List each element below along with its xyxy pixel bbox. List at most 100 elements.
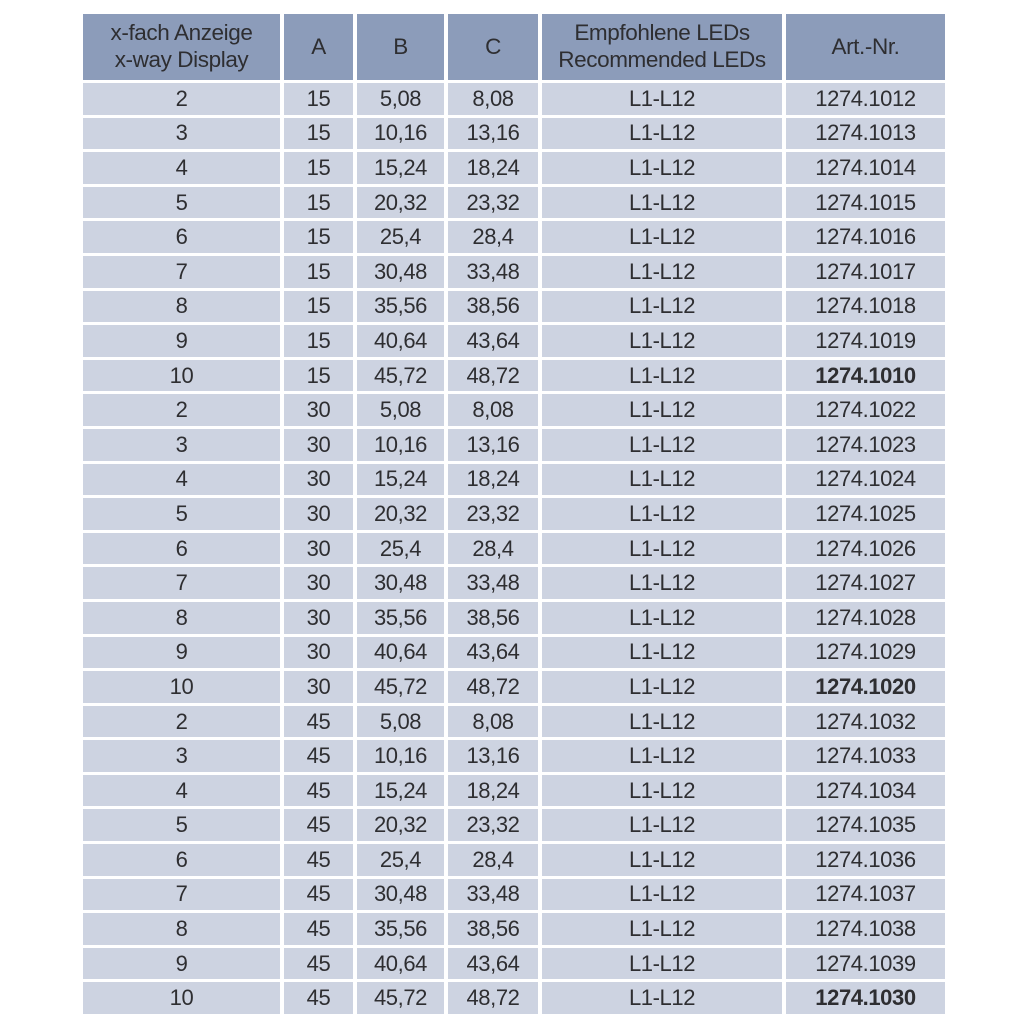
cell-c: 13,16 (448, 428, 538, 461)
cell-b: 20,32 (357, 498, 444, 530)
cell-leds: L1-L12 (542, 636, 782, 669)
cell-a: 30 (284, 498, 353, 530)
cell-b: 15,24 (357, 152, 444, 184)
cell-leds: L1-L12 (542, 221, 782, 253)
cell-art-nr: 1274.1033 (786, 740, 945, 772)
cell-a: 15 (284, 83, 353, 115)
cell-c: 18,24 (448, 463, 538, 496)
cell-leds: L1-L12 (542, 774, 782, 807)
cell-c: 23,32 (448, 809, 538, 842)
header-c-label: C (485, 33, 501, 59)
cell-leds: L1-L12 (542, 671, 782, 703)
cell-b: 30,48 (357, 878, 444, 911)
cell-c: 13,16 (448, 117, 538, 150)
cell-c: 48,72 (448, 982, 538, 1015)
cell-b: 25,4 (357, 221, 444, 253)
cell-b: 10,16 (357, 117, 444, 150)
cell-b: 10,16 (357, 428, 444, 461)
cell-leds: L1-L12 (542, 809, 782, 842)
cell-x-way: 4 (83, 774, 280, 807)
cell-leds: L1-L12 (542, 601, 782, 634)
cell-a: 45 (284, 844, 353, 876)
cell-c: 33,48 (448, 255, 538, 288)
cell-c: 48,72 (448, 671, 538, 703)
cell-x-way: 10 (83, 671, 280, 703)
cell-leds: L1-L12 (542, 947, 782, 980)
cell-a: 30 (284, 636, 353, 669)
cell-a: 15 (284, 359, 353, 392)
cell-x-way: 2 (83, 83, 280, 115)
cell-a: 45 (284, 982, 353, 1015)
cell-leds: L1-L12 (542, 878, 782, 911)
header-b-label: B (393, 33, 408, 59)
cell-b: 40,64 (357, 636, 444, 669)
cell-b: 40,64 (357, 325, 444, 357)
cell-a: 30 (284, 601, 353, 634)
cell-a: 45 (284, 774, 353, 807)
cell-art-nr: 1274.1018 (786, 290, 945, 323)
cell-art-nr: 1274.1038 (786, 913, 945, 945)
header-c: C (448, 14, 538, 80)
cell-b: 25,4 (357, 844, 444, 876)
cell-leds: L1-L12 (542, 498, 782, 530)
cell-art-nr: 1274.1024 (786, 463, 945, 496)
cell-art-nr: 1274.1022 (786, 394, 945, 426)
cell-leds: L1-L12 (542, 844, 782, 876)
cell-b: 35,56 (357, 290, 444, 323)
cell-a: 45 (284, 809, 353, 842)
cell-art-nr: 1274.1028 (786, 601, 945, 634)
cell-b: 20,32 (357, 186, 444, 219)
cell-a: 30 (284, 394, 353, 426)
cell-c: 28,4 (448, 844, 538, 876)
cell-x-way: 10 (83, 982, 280, 1015)
cell-x-way: 10 (83, 359, 280, 392)
cell-x-way: 3 (83, 740, 280, 772)
cell-art-nr: 1274.1020 (786, 671, 945, 703)
cell-a: 15 (284, 325, 353, 357)
cell-art-nr: 1274.1034 (786, 774, 945, 807)
cell-art-nr: 1274.1014 (786, 152, 945, 184)
cell-art-nr: 1274.1025 (786, 498, 945, 530)
cell-b: 20,32 (357, 809, 444, 842)
cell-a: 30 (284, 463, 353, 496)
cell-x-way: 6 (83, 221, 280, 253)
header-x-way-display: x-fach Anzeige x-way Display (83, 14, 280, 80)
cell-leds: L1-L12 (542, 290, 782, 323)
cell-art-nr: 1274.1027 (786, 567, 945, 599)
cell-x-way: 2 (83, 394, 280, 426)
cell-x-way: 7 (83, 255, 280, 288)
cell-c: 28,4 (448, 532, 538, 565)
cell-b: 40,64 (357, 947, 444, 980)
cell-art-nr: 1274.1032 (786, 705, 945, 738)
cell-c: 8,08 (448, 705, 538, 738)
cell-art-nr: 1274.1015 (786, 186, 945, 219)
cell-c: 33,48 (448, 878, 538, 911)
cell-b: 45,72 (357, 982, 444, 1015)
cell-leds: L1-L12 (542, 359, 782, 392)
header-art-nr: Art.-Nr. (786, 14, 945, 80)
cell-x-way: 8 (83, 601, 280, 634)
cell-x-way: 9 (83, 636, 280, 669)
cell-c: 38,56 (448, 601, 538, 634)
cell-x-way: 3 (83, 117, 280, 150)
cell-art-nr: 1274.1019 (786, 325, 945, 357)
cell-c: 38,56 (448, 290, 538, 323)
cell-art-nr: 1274.1037 (786, 878, 945, 911)
cell-a: 15 (284, 117, 353, 150)
header-art-label: Art.-Nr. (831, 33, 900, 59)
cell-art-nr: 1274.1023 (786, 428, 945, 461)
cell-c: 13,16 (448, 740, 538, 772)
cell-art-nr: 1274.1039 (786, 947, 945, 980)
cell-x-way: 6 (83, 532, 280, 565)
cell-x-way: 4 (83, 152, 280, 184)
cell-c: 18,24 (448, 152, 538, 184)
cell-b: 5,08 (357, 394, 444, 426)
table-grid: x-fach Anzeige x-way Display A B C Empfo… (83, 14, 945, 1015)
cell-c: 43,64 (448, 947, 538, 980)
led-display-spec-table: x-fach Anzeige x-way Display A B C Empfo… (83, 14, 945, 1015)
cell-art-nr: 1274.1010 (786, 359, 945, 392)
header-a: A (284, 14, 353, 80)
cell-c: 23,32 (448, 498, 538, 530)
cell-leds: L1-L12 (542, 83, 782, 115)
cell-c: 28,4 (448, 221, 538, 253)
